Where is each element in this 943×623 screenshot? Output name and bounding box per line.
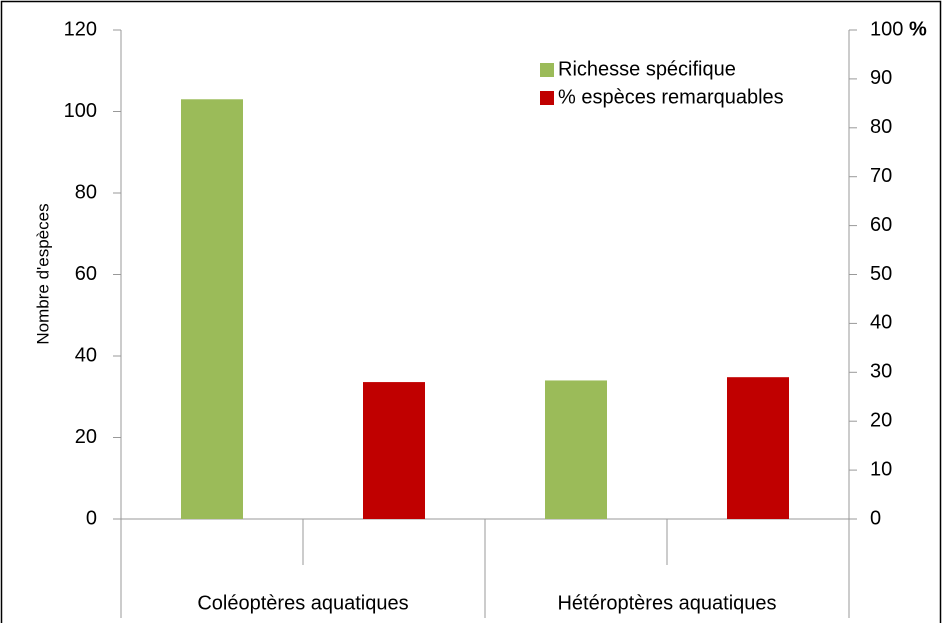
y-tick-label: 60 (75, 263, 97, 285)
y-tick-label: 20 (75, 426, 97, 448)
legend-swatch (540, 91, 554, 105)
y-tick-label: 0 (86, 507, 97, 529)
y2-tick-label: 10 (870, 458, 892, 480)
y2-tick-label: 0 (870, 507, 881, 529)
x-category-label: Coléoptères aquatiques (197, 592, 408, 614)
bar (363, 382, 425, 519)
y2-tick-label: 40 (870, 312, 892, 334)
y-tick-label: 40 (75, 344, 97, 366)
bar (181, 99, 243, 520)
y2-tick-label: 90 (870, 67, 892, 89)
y-tick-label: 120 (64, 18, 97, 40)
y-tick-label: 80 (75, 181, 97, 203)
y2-tick-label: 30 (870, 361, 892, 383)
bar (727, 377, 789, 519)
y2-tick-label: 80 (870, 116, 892, 138)
legend-label: Richesse spécifique (558, 58, 736, 80)
legend-swatch (540, 63, 554, 77)
y-axis-label: Nombre d'espèces (33, 203, 52, 344)
legend-label: % espèces remarquables (558, 86, 784, 108)
y2-tick-label: 20 (870, 409, 892, 431)
y-tick-label: 100 (64, 100, 97, 122)
y2-tick-label: 100 (870, 18, 903, 40)
x-category-label: Hétéroptères aquatiques (557, 592, 776, 614)
y2-tick-label: 60 (870, 214, 892, 236)
y2-axis-label: % (909, 18, 927, 40)
y2-tick-label: 70 (870, 165, 892, 187)
y2-tick-label: 50 (870, 263, 892, 285)
bar (545, 380, 607, 519)
